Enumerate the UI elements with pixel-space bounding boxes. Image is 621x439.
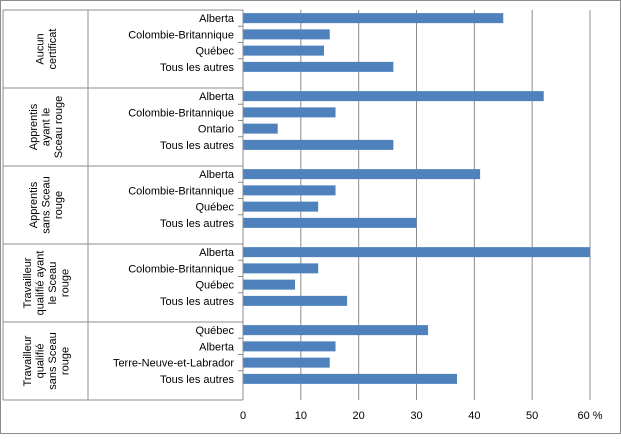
- category-label: Colombie-Britannique: [128, 29, 234, 41]
- category-label: Colombie-Britannique: [128, 263, 234, 275]
- group-label: Travailleurqualifiésans Sceaurouge: [22, 332, 72, 389]
- bar: [243, 279, 296, 290]
- category-label: Ontario: [198, 124, 234, 136]
- bar: [243, 295, 348, 306]
- category-label: Colombie-Britannique: [128, 185, 234, 197]
- category-label: Alberta: [199, 13, 235, 25]
- bar: [243, 123, 278, 134]
- bar: [243, 357, 330, 368]
- group-label-line: Apprentis: [28, 181, 40, 228]
- bar: [243, 373, 457, 384]
- group-label-line: Sceau rouge: [53, 96, 65, 158]
- bar: [243, 217, 417, 228]
- bar: [243, 91, 544, 102]
- x-tick-label: 0: [240, 410, 246, 422]
- bar: [243, 341, 336, 352]
- category-label: Alberta: [199, 91, 235, 103]
- group-label-line: sans Sceau: [47, 332, 59, 389]
- category-label: Terre-Neuve-et-Labrador: [113, 358, 234, 370]
- group-label-line: certificat: [47, 29, 59, 70]
- category-label: Québec: [195, 202, 234, 214]
- group-label-line: rouge: [59, 269, 71, 297]
- x-tick-label: 40: [468, 410, 480, 422]
- category-label: Colombie-Britannique: [128, 107, 234, 119]
- group-label-line: qualifié ayant: [34, 251, 46, 316]
- bar: [243, 13, 504, 24]
- bars: [243, 13, 590, 384]
- group-label-line: ayant le: [41, 108, 53, 147]
- x-tick-label: 30: [410, 410, 422, 422]
- group-label: Apprentisayant leSceau rouge: [28, 96, 65, 158]
- group-label: Apprentissans Sceaurouge: [28, 176, 65, 233]
- group-label-line: le Sceau: [47, 262, 59, 305]
- group-label-line: rouge: [59, 347, 71, 375]
- bar: [243, 169, 481, 180]
- x-tick-label: 60 %: [577, 410, 602, 422]
- category-label: Québec: [195, 280, 234, 292]
- category-label: Alberta: [199, 169, 235, 181]
- x-tick-label: 50: [526, 410, 538, 422]
- category-label: Québec: [195, 325, 234, 337]
- category-label: Tous les autres: [160, 374, 234, 386]
- bar: [243, 185, 336, 196]
- x-tick-label: 20: [353, 410, 365, 422]
- bar: [243, 29, 330, 40]
- category-label: Tous les autres: [160, 218, 234, 230]
- group-label-line: Travailleur: [22, 335, 34, 386]
- group-label-line: qualifié: [34, 344, 46, 379]
- bar: [243, 139, 394, 150]
- group-label: Travailleurqualifié ayantle Sceaurouge: [22, 251, 72, 316]
- category-label: Alberta: [199, 247, 235, 259]
- category-labels: Alberta Colombie-Britannique Québec Tous le…: [113, 13, 235, 386]
- group-label-line: Apprentis: [28, 103, 40, 150]
- group-label-line: rouge: [53, 191, 65, 219]
- group-label-line: Travailleur: [22, 257, 34, 308]
- category-label: Québec: [195, 46, 234, 58]
- x-tick-labels: 0 10 20 30 40 50 60 %: [240, 410, 603, 422]
- bar: [243, 263, 319, 274]
- bar: [243, 247, 590, 258]
- category-label: Tous les autres: [160, 140, 234, 152]
- group-label-line: Aucun: [34, 33, 46, 64]
- category-label: Alberta: [199, 341, 235, 353]
- category-label: Tous les autres: [160, 296, 234, 308]
- group-label-line: sans Sceau: [41, 176, 53, 233]
- x-tick-label: 10: [295, 410, 307, 422]
- bar: [243, 201, 319, 212]
- bar: [243, 325, 429, 336]
- bar: [243, 45, 324, 56]
- bar: [243, 107, 336, 118]
- axes: [2, 9, 244, 401]
- group-label: Aucuncertificat: [34, 29, 59, 70]
- category-label: Tous les autres: [160, 62, 234, 74]
- bar: [243, 61, 394, 72]
